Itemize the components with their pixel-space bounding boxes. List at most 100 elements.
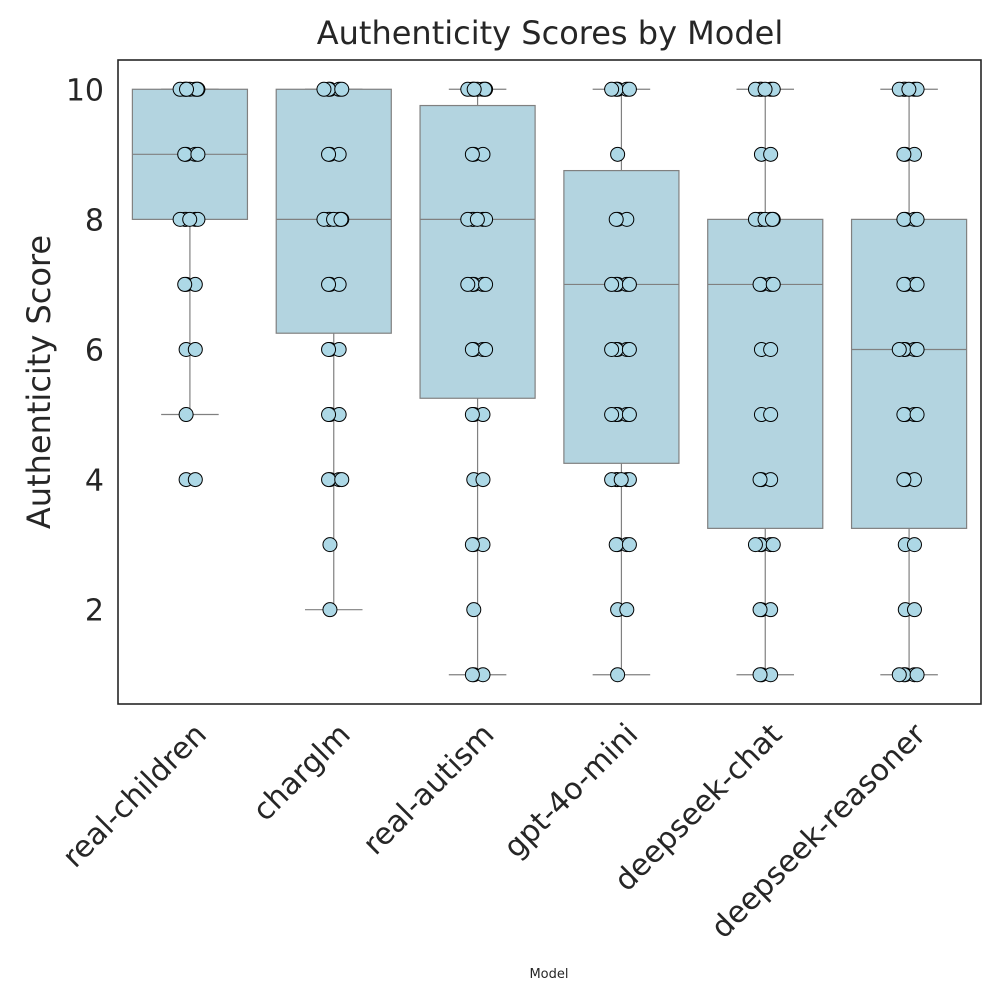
points-deepseek-reasoner bbox=[891, 81, 925, 683]
data-point bbox=[187, 472, 203, 488]
x-tick-label: gpt-4o-mini bbox=[497, 717, 645, 865]
data-point bbox=[891, 341, 907, 357]
data-point bbox=[764, 211, 780, 227]
data-point bbox=[604, 276, 620, 292]
box-gpt-4o-mini bbox=[563, 88, 680, 676]
data-point bbox=[906, 537, 922, 553]
boxes-layer bbox=[131, 88, 968, 676]
data-point bbox=[752, 667, 768, 683]
data-point bbox=[909, 667, 925, 683]
points-layer bbox=[172, 81, 925, 683]
data-point bbox=[752, 602, 768, 618]
data-point bbox=[901, 81, 917, 97]
x-tick-label: real-autism bbox=[356, 717, 501, 862]
data-point bbox=[464, 537, 480, 553]
iqr-box bbox=[275, 88, 392, 334]
data-point bbox=[896, 211, 912, 227]
data-point bbox=[179, 81, 195, 97]
data-point bbox=[321, 472, 337, 488]
data-point bbox=[765, 537, 781, 553]
data-point bbox=[896, 407, 912, 423]
data-point bbox=[896, 146, 912, 162]
data-point bbox=[610, 667, 626, 683]
box-deepseek-chat bbox=[707, 88, 824, 676]
y-tick-label: 6 bbox=[85, 333, 104, 368]
y-axis: 2 4 6 8 10 bbox=[66, 73, 104, 628]
data-point bbox=[322, 537, 338, 553]
data-point bbox=[752, 472, 768, 488]
y-axis-label: Authenticity Score bbox=[20, 235, 58, 529]
data-point bbox=[763, 146, 779, 162]
data-point bbox=[621, 537, 637, 553]
data-point bbox=[177, 146, 193, 162]
box-deepseek-reasoner bbox=[850, 88, 968, 676]
y-tick-label: 8 bbox=[85, 203, 104, 238]
data-point bbox=[177, 276, 193, 292]
data-point bbox=[757, 81, 773, 97]
data-point bbox=[604, 341, 620, 357]
data-point bbox=[604, 81, 620, 97]
data-point bbox=[460, 276, 476, 292]
data-point bbox=[187, 341, 203, 357]
x-axis: real-children charglmreal-autismgpt-4o-mi… bbox=[56, 717, 933, 946]
data-point bbox=[763, 341, 779, 357]
data-point bbox=[334, 81, 350, 97]
data-point bbox=[621, 81, 637, 97]
box-real-autism bbox=[419, 88, 536, 676]
data-point bbox=[747, 537, 763, 553]
data-point bbox=[608, 211, 624, 227]
points-gpt-4o-mini bbox=[604, 81, 637, 683]
points-charglm bbox=[316, 81, 350, 618]
box-real-children bbox=[131, 88, 249, 416]
data-point bbox=[321, 341, 337, 357]
data-point bbox=[896, 276, 912, 292]
data-point bbox=[466, 602, 482, 618]
data-point bbox=[909, 211, 925, 227]
data-point bbox=[619, 602, 635, 618]
data-point bbox=[621, 341, 637, 357]
data-point bbox=[466, 81, 482, 97]
data-point bbox=[608, 537, 624, 553]
data-point bbox=[464, 341, 480, 357]
points-deepseek-chat bbox=[747, 81, 781, 683]
data-point bbox=[182, 211, 198, 227]
data-point bbox=[765, 276, 781, 292]
data-point bbox=[464, 407, 480, 423]
data-point bbox=[909, 276, 925, 292]
y-tick-label: 2 bbox=[85, 594, 104, 629]
data-point bbox=[334, 472, 350, 488]
points-real-children bbox=[172, 81, 206, 488]
y-tick-label: 10 bbox=[66, 73, 104, 108]
data-point bbox=[604, 407, 620, 423]
plot-frame bbox=[117, 59, 982, 705]
data-point bbox=[321, 276, 337, 292]
y-tick-label: 4 bbox=[85, 464, 104, 499]
data-point bbox=[178, 407, 194, 423]
data-point bbox=[190, 146, 206, 162]
data-point bbox=[478, 341, 494, 357]
data-point bbox=[896, 472, 912, 488]
x-tick-label: charglm bbox=[246, 717, 357, 828]
data-point bbox=[322, 602, 338, 618]
data-point bbox=[763, 407, 779, 423]
data-point bbox=[909, 341, 925, 357]
data-point bbox=[621, 407, 637, 423]
data-point bbox=[613, 472, 629, 488]
data-point bbox=[316, 81, 332, 97]
data-point bbox=[321, 146, 337, 162]
data-point bbox=[464, 146, 480, 162]
data-point bbox=[475, 472, 491, 488]
data-point bbox=[478, 276, 494, 292]
x-tick-label: real-children bbox=[56, 717, 214, 875]
box-charglm bbox=[275, 88, 392, 611]
data-point bbox=[906, 602, 922, 618]
x-axis-label: Model bbox=[529, 967, 568, 982]
data-point bbox=[909, 407, 925, 423]
data-point bbox=[621, 276, 637, 292]
chart-title: Authenticity Scores by Model bbox=[317, 14, 784, 52]
data-point bbox=[891, 667, 907, 683]
points-real-autism bbox=[460, 81, 494, 683]
data-point bbox=[464, 667, 480, 683]
data-point bbox=[610, 146, 626, 162]
